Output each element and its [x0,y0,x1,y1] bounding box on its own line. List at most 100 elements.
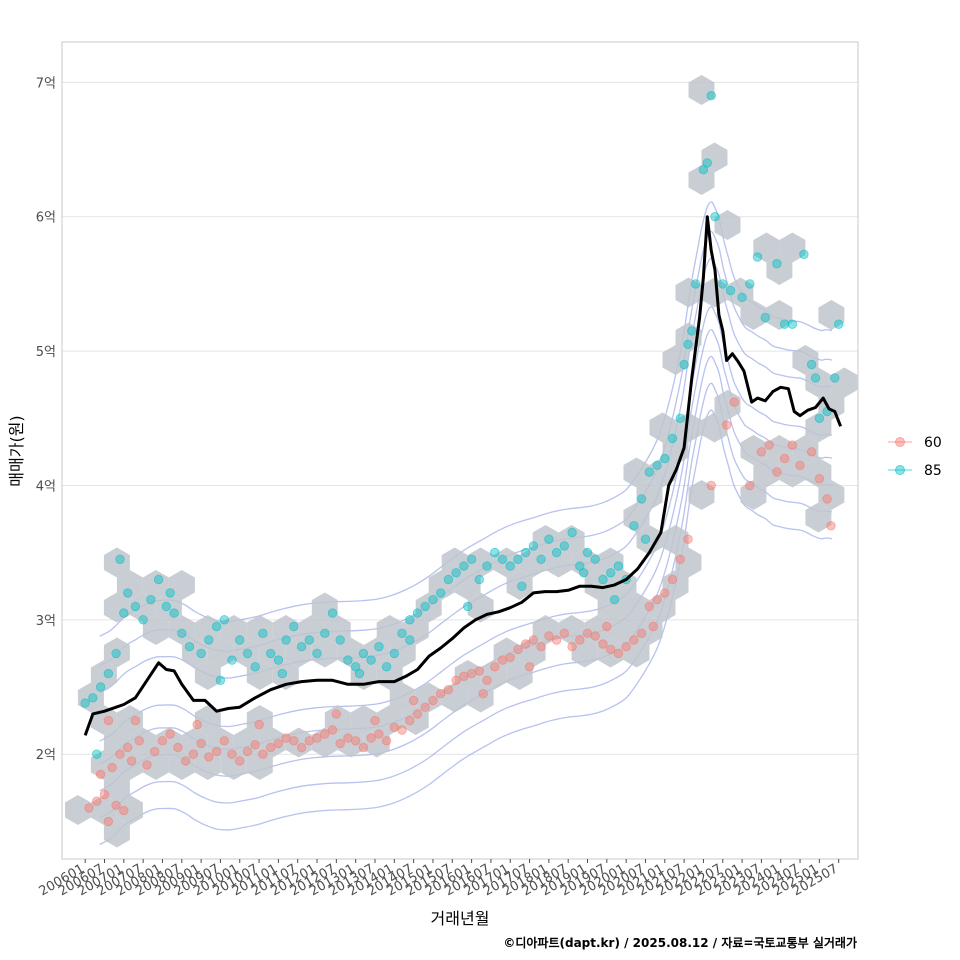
hexbin-cell [506,660,533,690]
point-60 [567,642,577,652]
point-85 [490,547,500,558]
point-85 [528,541,539,551]
point-60 [273,738,284,749]
point-85 [579,568,589,578]
point-85 [636,494,647,504]
point-85 [389,648,400,659]
hexbin-cell [493,547,520,578]
hexbin-cell [415,682,442,713]
hexbin-cell [558,525,585,555]
point-60 [122,742,133,753]
hexbin-cell [519,547,546,578]
point-85 [281,635,291,645]
hexbin-cell [168,615,195,645]
point-60 [412,709,423,719]
hexbin-cell [337,727,364,758]
point-60 [289,736,299,746]
point-60 [544,631,554,641]
point-60 [478,689,488,699]
hexbin-cell [779,457,806,488]
point-60 [482,675,492,686]
point-60 [521,639,531,649]
point-60 [524,662,535,672]
point-60 [621,642,631,652]
point-85 [725,285,736,296]
hexbin-cell [532,615,559,645]
point-60 [606,644,616,655]
hexbin-cell [623,592,650,623]
y-axis: 2억 3억 4억 5억 6억 7억 [36,76,56,763]
point-85 [687,326,697,336]
x-axis-title: 거래년월 [431,909,490,928]
point-60 [806,447,817,457]
hexbin-cell [103,592,130,623]
point-60 [234,756,245,766]
point-85 [88,693,98,703]
hexbin-cell [337,637,364,668]
hexbin-cell [662,525,689,555]
point-60 [505,652,515,663]
point-60 [814,474,825,484]
point-85 [366,655,376,665]
point-85 [95,682,106,692]
point-60 [258,749,268,759]
hexbin-cell [90,750,117,780]
point-85 [146,595,156,605]
legend-label-60: 60 [924,435,942,451]
point-60 [451,675,461,686]
point-60 [281,733,291,743]
point-60 [772,467,782,477]
point-60 [795,460,805,471]
point-60 [374,729,384,739]
point-60 [115,749,125,759]
point-85 [787,319,798,329]
point-60 [721,420,732,430]
hexbin-cell [220,615,247,645]
point-60 [590,631,600,641]
point-60 [756,447,767,457]
y-tick-label: 4억 [36,479,56,494]
hexbin-cell [181,727,208,758]
hexbin-cell [714,210,741,240]
hexbin-cell [259,727,286,758]
point-85 [196,648,206,659]
point-60 [351,736,361,746]
plot-border [61,41,859,860]
density-contour [99,409,833,846]
point-85 [138,615,148,625]
hexbin-cell [532,525,559,555]
point-85 [405,615,415,625]
point-85 [227,655,237,665]
point-60 [370,715,380,726]
point-85 [752,252,763,262]
point-85 [737,292,747,303]
point-85 [718,279,728,289]
point-60 [327,725,338,735]
hexbin-cell [389,682,416,713]
point-60 [358,742,369,753]
point-85 [536,554,546,565]
hexbin-cell [649,457,676,488]
point-60 [667,574,678,585]
point-85 [277,668,288,679]
point-85 [613,561,624,571]
point-85 [266,648,276,659]
hexbin-cell [103,727,130,758]
trend-line [83,215,842,736]
point-85 [779,319,790,329]
point-60 [95,769,106,780]
hexbin-cell [493,637,520,668]
point-85 [799,249,809,260]
point-60 [551,635,562,645]
trend-line-layer [83,215,842,736]
point-85 [644,467,655,477]
point-60 [254,719,264,730]
hexbin-cell [740,300,767,330]
hexbin-cell [376,615,403,645]
point-85 [204,635,214,645]
legend: 60 85 [888,435,942,479]
hexbin-cell [662,345,689,375]
point-60 [320,729,330,739]
hexbin-cell [376,705,403,735]
point-85 [374,642,384,652]
